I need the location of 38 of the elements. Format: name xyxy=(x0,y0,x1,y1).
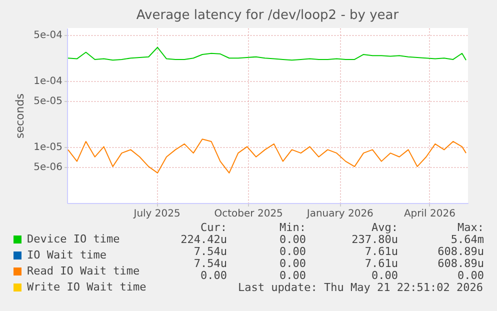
x-tick-label: January 2026 xyxy=(306,208,374,220)
text: Cur: xyxy=(200,221,227,234)
text: 224.42u xyxy=(180,233,227,246)
text: 0.00 xyxy=(278,257,306,270)
text: 608.89u xyxy=(436,257,484,270)
text: 0.00 xyxy=(278,269,306,282)
text: 0.00 xyxy=(278,245,306,258)
x-tick-label: October 2025 xyxy=(214,208,283,220)
text: Max: xyxy=(456,221,484,234)
chart-title: Average latency for /dev/loop2 - by year xyxy=(136,8,400,23)
legend-label: Write IO Wait time xyxy=(27,280,146,294)
text: Last update: Thu May 21 22:51:02 2026 xyxy=(238,281,483,294)
text: 7.54u xyxy=(192,245,227,258)
text: 7.54u xyxy=(192,257,227,270)
text: 0.00 xyxy=(200,269,227,282)
text: 237.80u xyxy=(350,233,398,246)
line-series xyxy=(67,46,467,61)
y-tick-label: 5e-06 xyxy=(34,162,62,174)
text: 608.89u xyxy=(436,245,484,258)
text: 0.00 xyxy=(278,233,306,246)
legend-label: Device IO time xyxy=(27,232,120,246)
x-tick-label: July 2025 xyxy=(132,208,180,220)
text: 7.61u xyxy=(364,257,398,270)
text: Min: xyxy=(278,221,306,234)
text: 7.61u xyxy=(364,245,398,258)
y-axis-title: seconds xyxy=(14,93,27,138)
y-tick-label: 1e-05 xyxy=(34,142,62,154)
text: 0.00 xyxy=(370,269,398,282)
text: 0.00 xyxy=(456,269,484,282)
text: Avg: xyxy=(370,221,398,234)
text: 5.64m xyxy=(450,233,484,246)
y-tick-label: 5e-04 xyxy=(34,30,62,42)
y-tick-label: 5e-05 xyxy=(34,96,62,108)
x-tick-label: April 2026 xyxy=(404,208,456,220)
line-series xyxy=(67,138,467,174)
legend-label: Read IO Wait time xyxy=(27,264,140,278)
y-tick-label: 1e-04 xyxy=(34,76,62,88)
legend-label: IO Wait time xyxy=(27,248,106,262)
